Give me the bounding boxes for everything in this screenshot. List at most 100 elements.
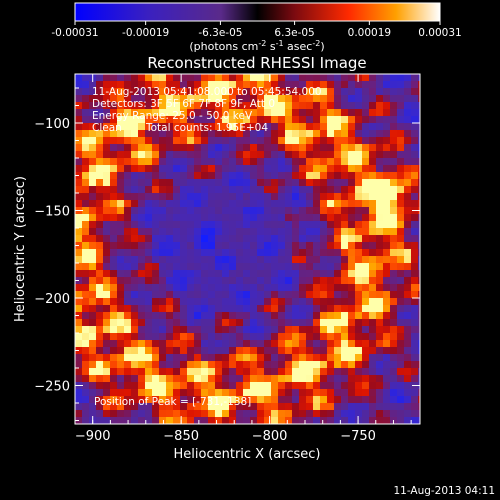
heatmap-cell bbox=[383, 235, 390, 242]
heatmap-cell bbox=[383, 137, 390, 144]
heatmap-cell bbox=[89, 235, 96, 242]
heatmap-cell bbox=[145, 347, 152, 354]
heatmap-cell bbox=[313, 193, 320, 200]
heatmap-cell bbox=[292, 179, 299, 186]
heatmap-cell bbox=[278, 88, 285, 95]
heatmap-cell bbox=[201, 81, 208, 88]
heatmap-cell bbox=[243, 242, 250, 249]
heatmap-cell bbox=[236, 137, 243, 144]
heatmap-cell bbox=[355, 305, 362, 312]
heatmap-cell bbox=[383, 179, 390, 186]
heatmap-cell bbox=[376, 221, 383, 228]
heatmap-cell bbox=[411, 235, 418, 242]
heatmap-cell bbox=[187, 214, 194, 221]
heatmap-cell bbox=[124, 81, 131, 88]
heatmap-cell bbox=[397, 200, 404, 207]
heatmap-cell bbox=[236, 109, 243, 116]
heatmap-cell bbox=[306, 123, 313, 130]
heatmap-cell bbox=[75, 158, 82, 165]
heatmap-cell bbox=[215, 137, 222, 144]
heatmap-cell bbox=[418, 137, 420, 144]
heatmap-cell bbox=[299, 284, 306, 291]
heatmap-cell bbox=[89, 151, 96, 158]
heatmap-cell bbox=[229, 214, 236, 221]
heatmap-cell bbox=[201, 179, 208, 186]
heatmap-cell bbox=[348, 102, 355, 109]
heatmap-cell bbox=[320, 137, 327, 144]
heatmap-cell bbox=[264, 326, 271, 333]
heatmap-cell bbox=[355, 193, 362, 200]
heatmap-cell bbox=[397, 151, 404, 158]
heatmap-cell bbox=[208, 291, 215, 298]
heatmap-cell bbox=[383, 88, 390, 95]
heatmap-cell bbox=[320, 417, 327, 424]
heatmap-cell bbox=[299, 172, 306, 179]
heatmap-cell bbox=[215, 228, 222, 235]
heatmap-cell bbox=[194, 144, 201, 151]
heatmap-cell bbox=[110, 249, 117, 256]
heatmap-cell bbox=[75, 375, 82, 382]
heatmap-cell bbox=[355, 158, 362, 165]
heatmap-cell bbox=[201, 158, 208, 165]
heatmap-cell bbox=[376, 95, 383, 102]
heatmap-cell bbox=[404, 256, 411, 263]
heatmap-cell bbox=[257, 102, 264, 109]
heatmap-cell bbox=[411, 123, 418, 130]
heatmap-cell bbox=[236, 417, 243, 424]
heatmap-cell bbox=[355, 81, 362, 88]
heatmap-cell bbox=[369, 207, 376, 214]
heatmap-cell bbox=[187, 74, 194, 81]
heatmap-cell bbox=[397, 256, 404, 263]
heatmap-cell bbox=[229, 81, 236, 88]
heatmap-cell bbox=[264, 403, 271, 410]
heatmap-cell bbox=[166, 382, 173, 389]
heatmap-cell bbox=[362, 235, 369, 242]
heatmap-cell bbox=[208, 326, 215, 333]
heatmap-cell bbox=[138, 81, 145, 88]
heatmap-cell bbox=[96, 137, 103, 144]
heatmap-cell bbox=[250, 417, 257, 424]
heatmap-cell bbox=[110, 242, 117, 249]
heatmap-cell bbox=[152, 123, 159, 130]
heatmap-cell bbox=[89, 214, 96, 221]
heatmap-cell bbox=[271, 277, 278, 284]
heatmap-cell bbox=[89, 137, 96, 144]
heatmap-cell bbox=[334, 333, 341, 340]
heatmap-cell bbox=[390, 396, 397, 403]
heatmap-cell bbox=[355, 186, 362, 193]
heatmap-cell bbox=[292, 81, 299, 88]
heatmap-cell bbox=[404, 403, 411, 410]
heatmap-cell bbox=[257, 109, 264, 116]
heatmap-cell bbox=[145, 109, 152, 116]
heatmap-cell bbox=[110, 151, 117, 158]
heatmap-cell bbox=[103, 74, 110, 81]
heatmap-cell bbox=[124, 151, 131, 158]
heatmap-cell bbox=[348, 340, 355, 347]
heatmap-cell bbox=[299, 291, 306, 298]
heatmap-cell bbox=[418, 242, 420, 249]
heatmap-cell bbox=[264, 200, 271, 207]
heatmap-cell bbox=[278, 165, 285, 172]
heatmap-cell bbox=[278, 256, 285, 263]
heatmap-cell bbox=[229, 109, 236, 116]
heatmap-cell bbox=[327, 242, 334, 249]
heatmap-cell bbox=[208, 151, 215, 158]
heatmap-cell bbox=[271, 326, 278, 333]
heatmap-cell bbox=[320, 102, 327, 109]
heatmap-cell bbox=[327, 200, 334, 207]
heatmap-cell bbox=[201, 410, 208, 417]
heatmap-cell bbox=[243, 137, 250, 144]
heatmap-cell bbox=[257, 256, 264, 263]
heatmap-cell bbox=[131, 158, 138, 165]
heatmap-cell bbox=[75, 221, 82, 228]
heatmap-cell bbox=[257, 333, 264, 340]
heatmap-cell bbox=[152, 242, 159, 249]
heatmap-cell bbox=[166, 389, 173, 396]
heatmap-cell bbox=[222, 256, 229, 263]
heatmap-cell bbox=[138, 179, 145, 186]
heatmap-cell bbox=[327, 221, 334, 228]
heatmap-cell bbox=[411, 263, 418, 270]
heatmap-cell bbox=[131, 179, 138, 186]
heatmap-cell bbox=[159, 319, 166, 326]
heatmap-cell bbox=[222, 270, 229, 277]
